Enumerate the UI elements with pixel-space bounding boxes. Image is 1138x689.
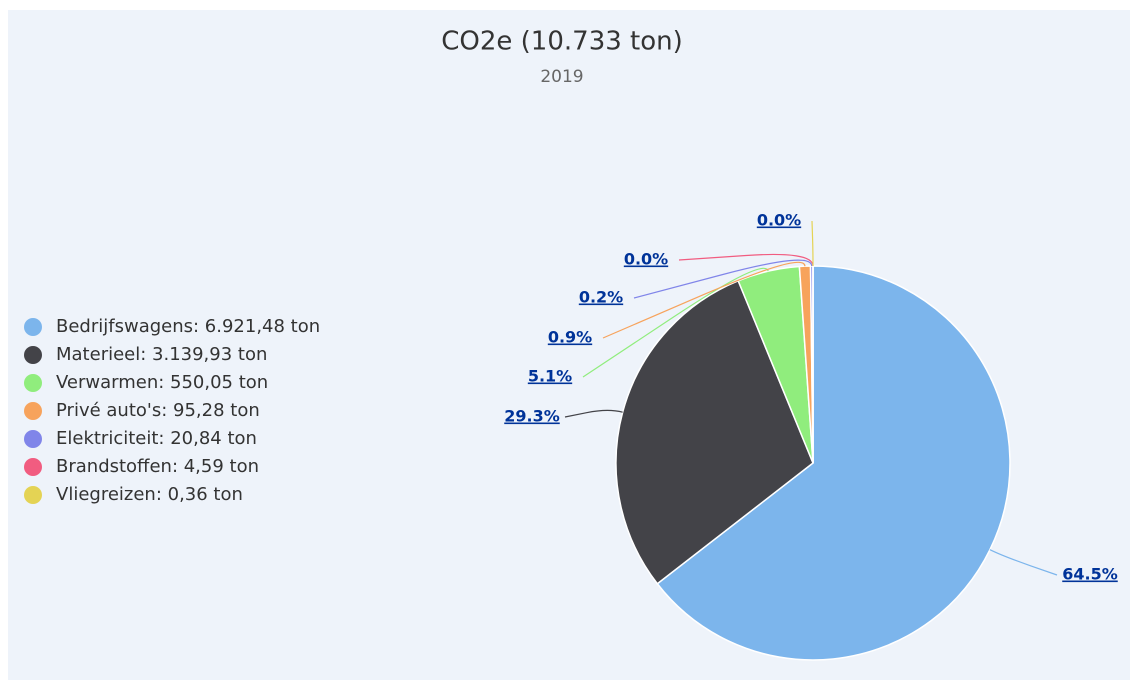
data-label: 0.9%	[548, 328, 592, 347]
pie-slice	[656, 265, 1011, 661]
legend-label: Verwarmen: 550,05 ton	[56, 372, 268, 393]
leader-line	[811, 220, 814, 267]
legend-label: Materieel: 3.139,93 ton	[56, 344, 267, 365]
data-label: 0.0%	[624, 250, 668, 269]
legend-marker	[24, 318, 42, 336]
legend-marker	[24, 374, 42, 392]
leader-line	[582, 267, 769, 378]
legend-marker	[24, 458, 42, 476]
leader-line	[678, 253, 814, 267]
legend-label: Bedrijfswagens: 6.921,48 ton	[56, 316, 320, 337]
legend-marker	[24, 430, 42, 448]
legend-marker	[24, 402, 42, 420]
chart-subtitle: 2019	[540, 67, 583, 87]
legend-marker	[24, 486, 42, 504]
legend-marker	[24, 346, 42, 364]
data-label: 0.0%	[757, 211, 801, 230]
legend-label: Elektriciteit: 20,84 ton	[56, 428, 257, 449]
chart-title: CO2e (10.733 ton)	[441, 27, 683, 57]
leader-line	[564, 409, 623, 418]
leader-line	[989, 549, 1058, 576]
leader-line	[602, 261, 806, 339]
data-label: 29.3%	[504, 407, 560, 426]
legend-label: Brandstoffen: 4,59 ton	[56, 456, 259, 477]
legend-label: Privé auto's: 95,28 ton	[56, 400, 260, 421]
legend-label: Vliegreizen: 0,36 ton	[56, 484, 243, 505]
leader-line	[633, 259, 813, 299]
data-label: 0.2%	[579, 288, 623, 307]
data-label: 5.1%	[528, 367, 572, 386]
data-label: 64.5%	[1062, 565, 1118, 584]
